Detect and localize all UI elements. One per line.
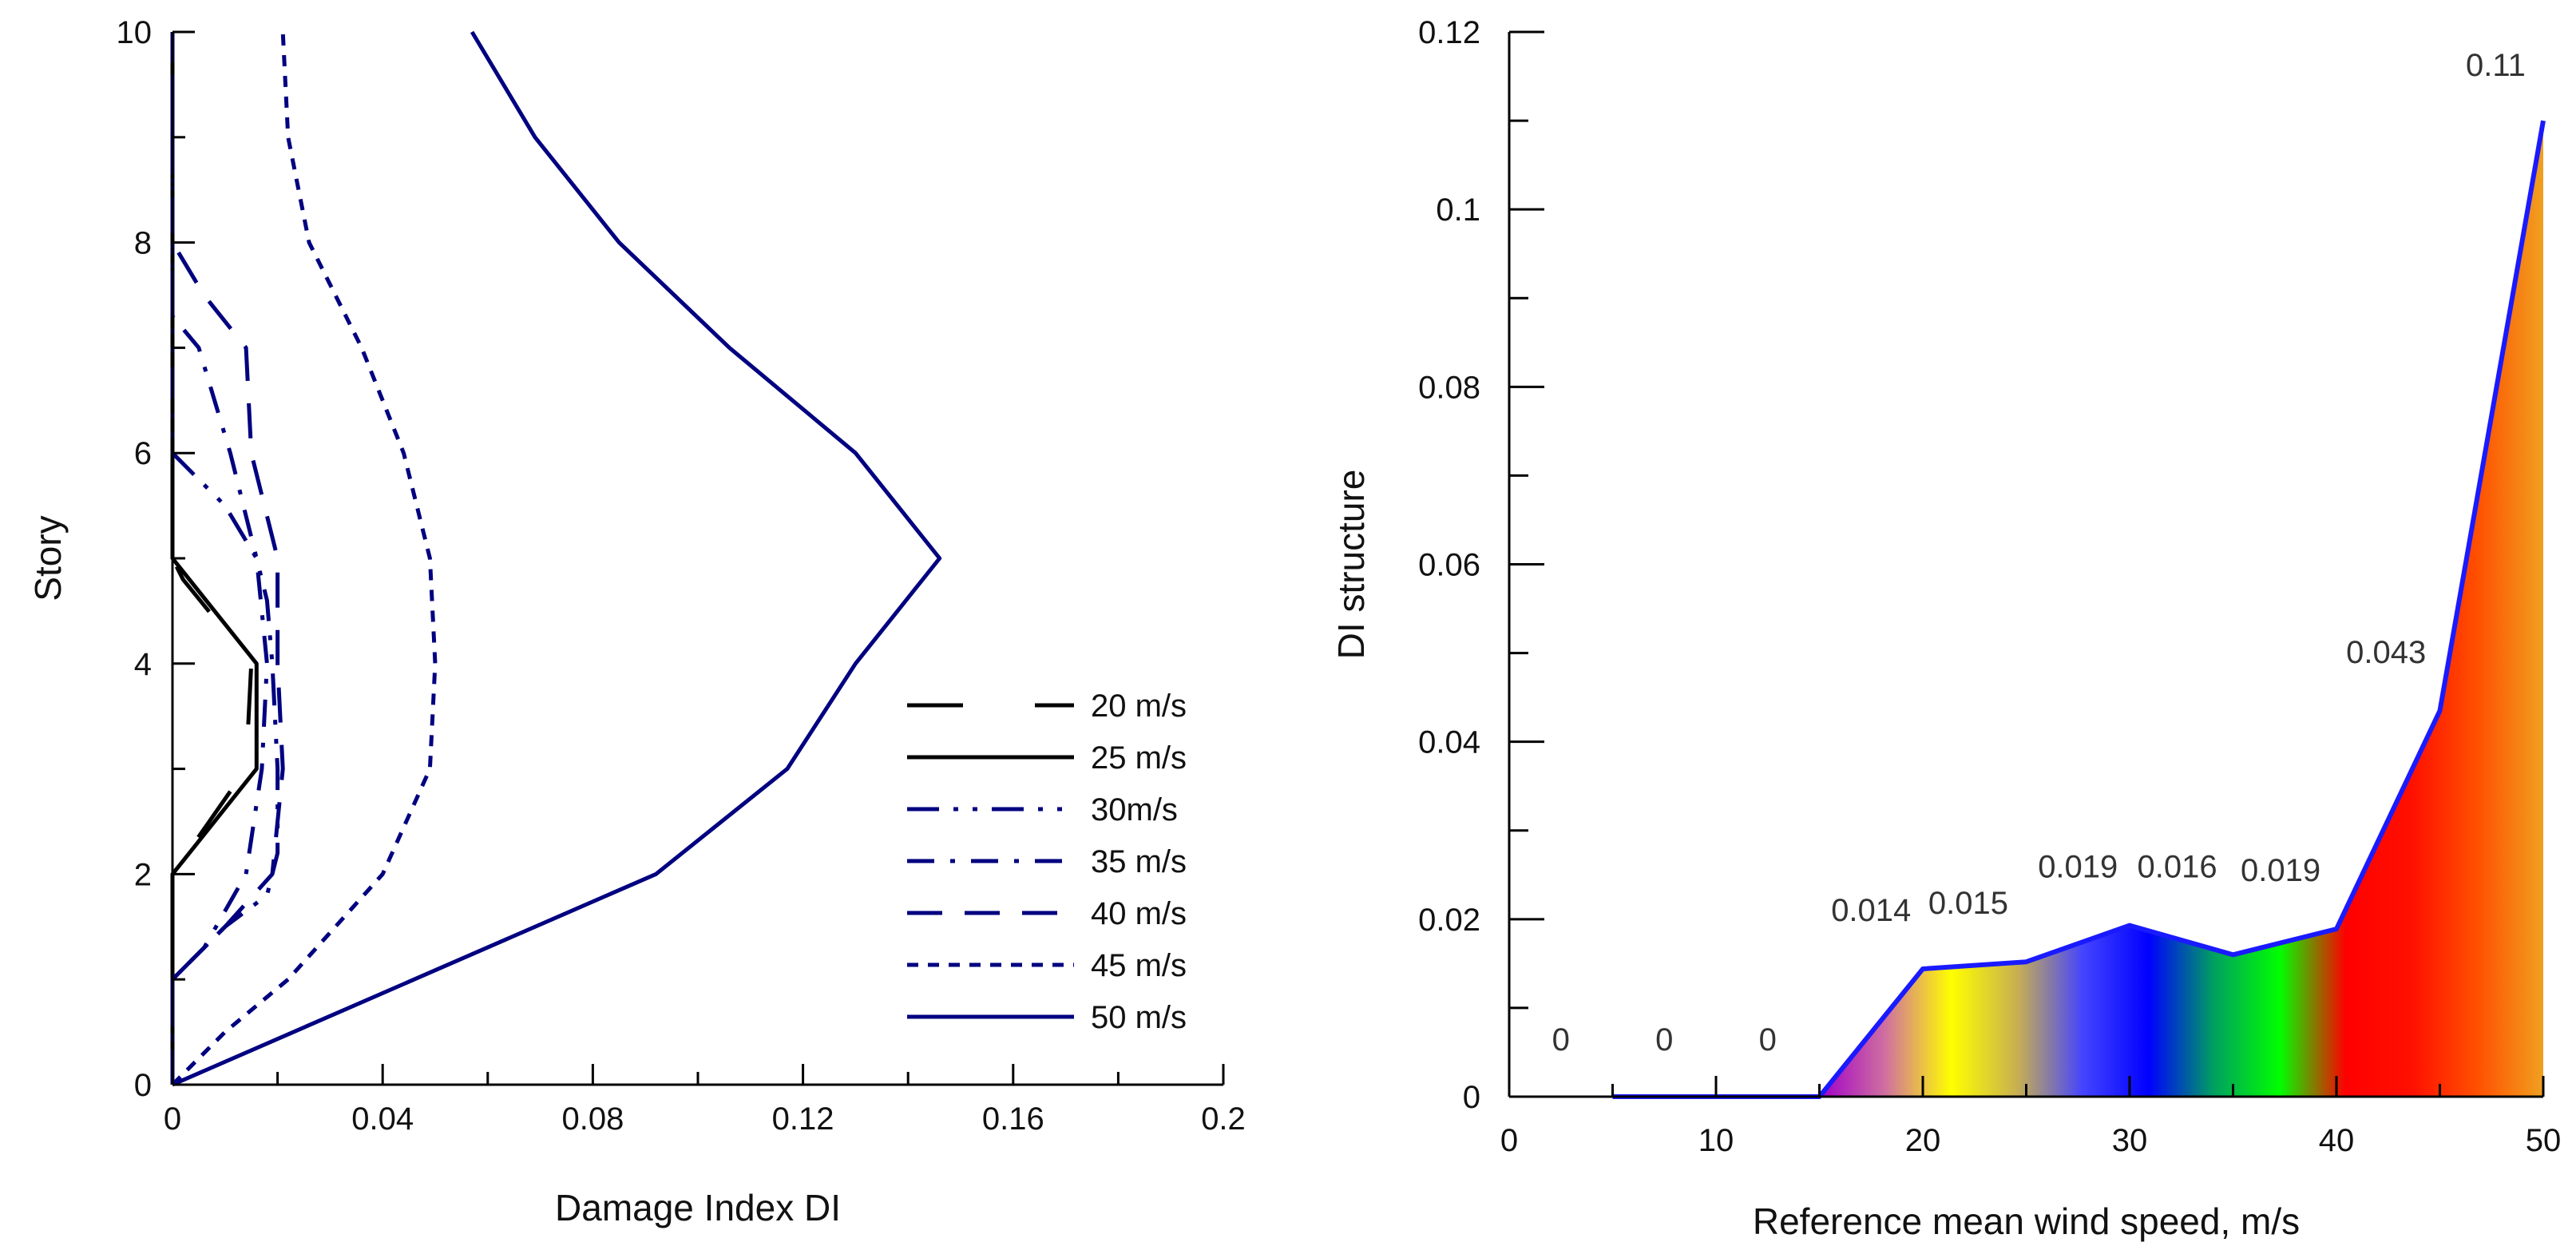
y-tick-label: 0.08 [1418, 370, 1480, 405]
y-tick-label: 0.06 [1418, 548, 1480, 583]
y-tick-label: 4 [134, 647, 152, 682]
y-tick-label: 0 [134, 1068, 152, 1103]
legend-label-7: 50 m/s [1091, 1000, 1187, 1035]
x-tick-label: 0.12 [772, 1101, 834, 1137]
series-line-6 [172, 32, 435, 1085]
x-tick-label: 20 [1905, 1123, 1941, 1158]
y-axis-title: Story [27, 515, 69, 601]
y-tick-label: 2 [134, 857, 152, 892]
data-label-6: 0.019 [2038, 850, 2118, 885]
story-damage-chart: 0 0.04 0.08 0.12 0.16 0.2 0 2 4 6 8 10 20 m/s 25 m/s… [27, 15, 1246, 1228]
x-tick-label: 30 [2112, 1123, 2148, 1158]
x-tick-label: 10 [1698, 1123, 1734, 1158]
data-label-3: 0 [1759, 1022, 1777, 1058]
x-tick-label: 0.08 [561, 1101, 624, 1137]
x-tick-label: 0 [1500, 1123, 1518, 1158]
y-tick-label: 10 [117, 15, 153, 50]
data-label-10: 0.11 [2466, 48, 2526, 83]
data-label-8: 0.019 [2241, 853, 2320, 888]
figure: 0 0.04 0.08 0.12 0.16 0.2 0 2 4 6 8 10 20 m/s 25 m/s… [0, 0, 2576, 1258]
series-line-4 [172, 32, 267, 1085]
plot-area [172, 32, 940, 1085]
legend-label-4: 35 m/s [1091, 844, 1187, 879]
series-line-7 [172, 32, 940, 1085]
x-tick-label: 0.16 [982, 1101, 1044, 1137]
x-tick-label: 40 [2319, 1123, 2355, 1158]
y-tick-label: 0.1 [1436, 192, 1480, 228]
y-tick-label: 6 [134, 436, 152, 471]
data-label-7: 0.016 [2138, 850, 2217, 885]
legend-label-2: 25 m/s [1091, 740, 1187, 776]
data-label-5: 0.015 [1928, 886, 2008, 921]
x-tick-label: 50 [2526, 1123, 2562, 1158]
series-line-5 [172, 32, 283, 1085]
data-label-2: 0 [1655, 1022, 1673, 1058]
plot-area [1613, 121, 2544, 1097]
x-tick-label: 0 [164, 1101, 181, 1137]
legend-label-5: 40 m/s [1091, 896, 1187, 931]
y-tick-label: 0 [1463, 1080, 1480, 1115]
axes: 0 0.04 0.08 0.12 0.16 0.2 0 2 4 6 8 10 [117, 15, 1246, 1137]
data-label-4: 0.014 [1831, 893, 1911, 928]
x-axis-title: Reference mean wind speed, m/s [1753, 1200, 2300, 1242]
data-label-9: 0.043 [2346, 635, 2426, 670]
x-axis-title: Damage Index DI [555, 1187, 841, 1228]
y-tick-label: 8 [134, 226, 152, 261]
x-tick-label: 0.04 [351, 1101, 414, 1137]
legend-label-1: 20 m/s [1091, 689, 1187, 724]
y-tick-label: 0.02 [1418, 903, 1480, 938]
legend: 20 m/s 25 m/s 30m/s 35 m/s 40 m/s 45 m/s 50 m/… [907, 689, 1187, 1035]
legend-label-3: 30m/s [1091, 792, 1178, 827]
x-tick-label: 0.2 [1201, 1101, 1246, 1137]
y-tick-label: 0.12 [1418, 15, 1480, 50]
area-fill [1820, 121, 2544, 1097]
y-axis-title: DI structure [1330, 470, 1372, 660]
y-tick-label: 0.04 [1418, 725, 1480, 760]
data-label-1: 0 [1552, 1022, 1570, 1058]
legend-label-6: 45 m/s [1091, 948, 1187, 983]
